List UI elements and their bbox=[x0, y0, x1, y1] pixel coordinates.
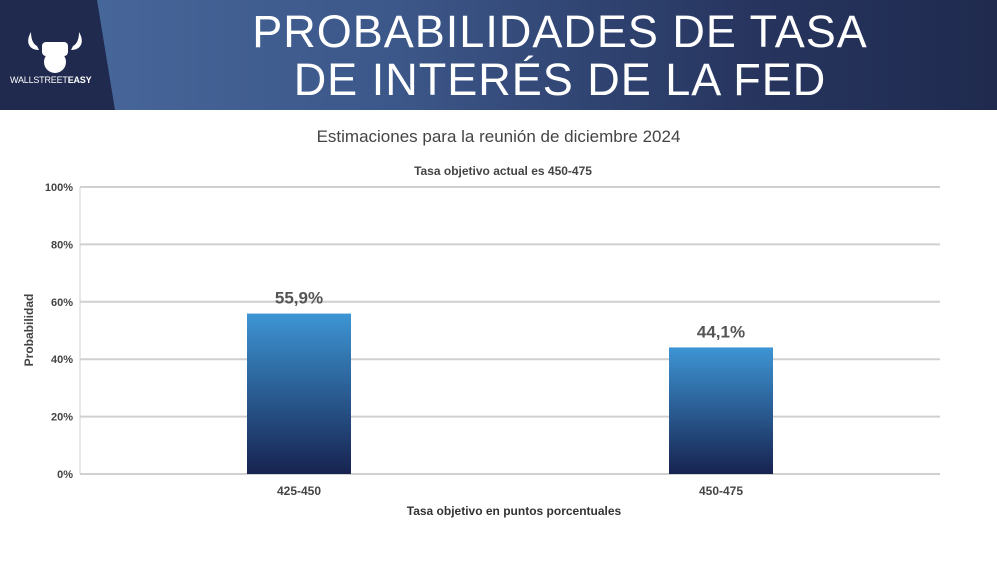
x-tick-label: 450-475 bbox=[699, 484, 743, 498]
bar-chart: 0% 20% 40% 60% 80% 100% 55,9% 425-450 44,1% 450-… bbox=[22, 164, 940, 518]
y-tick-label: 60% bbox=[51, 297, 73, 309]
logo-text: WALLSTREETEASY bbox=[10, 75, 92, 85]
y-tick-label: 100% bbox=[45, 182, 73, 194]
y-tick-label: 40% bbox=[51, 354, 73, 366]
x-tick-label: 425-450 bbox=[277, 484, 321, 498]
header-banner: WALLSTREETEASY PROBABILIDADES DE TASA DE … bbox=[0, 0, 997, 110]
chart-title: Tasa objetivo actual es 450-475 bbox=[414, 164, 592, 178]
y-tick-label: 20% bbox=[51, 412, 73, 424]
page-title: PROBABILIDADES DE TASA DE INTERÉS DE LA F… bbox=[252, 6, 868, 105]
data-label: 55,9% bbox=[275, 289, 323, 308]
y-tick-label: 0% bbox=[57, 469, 73, 481]
y-axis-label: Probabilidad bbox=[22, 294, 36, 367]
bull-fist-logo-icon bbox=[28, 32, 82, 73]
data-label: 44,1% bbox=[697, 322, 745, 341]
logo-panel: WALLSTREETEASY bbox=[0, 0, 115, 110]
bar bbox=[669, 347, 773, 474]
x-axis-label: Tasa objetivo en puntos porcentuales bbox=[407, 504, 622, 518]
y-tick-label: 80% bbox=[51, 239, 73, 251]
chart-subtitle: Estimaciones para la reunión de diciembr… bbox=[316, 127, 681, 146]
bar bbox=[247, 313, 351, 474]
